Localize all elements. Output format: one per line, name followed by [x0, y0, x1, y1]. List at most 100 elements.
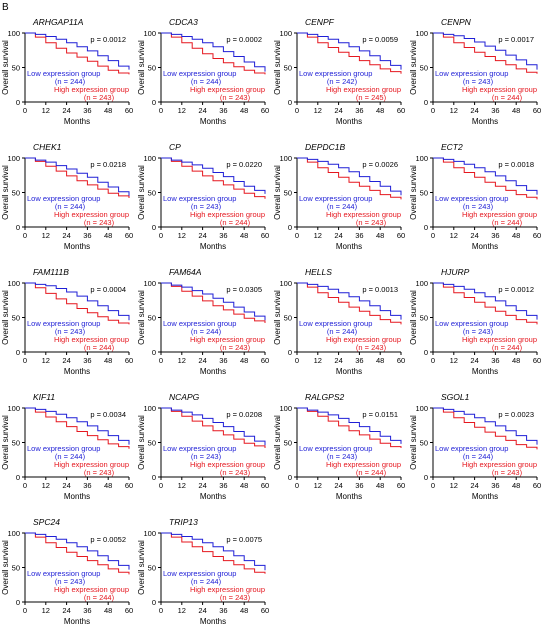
y-tick-label: 100 — [143, 529, 156, 538]
low-group-n: (n = 243) — [191, 202, 222, 211]
low-expression-curve — [161, 282, 266, 321]
y-axis-label: Overall survival — [409, 290, 418, 345]
km-panel-cdca3: CDCA3 0 50 100 0 12 24 36 48 60 Months Overall surv… — [137, 17, 269, 126]
y-tick-label: 50 — [420, 188, 428, 197]
p-value: p = 0.0002 — [226, 35, 262, 44]
x-tick-label: 48 — [240, 231, 248, 240]
x-tick-label: 24 — [62, 106, 70, 115]
p-value: p = 0.0018 — [498, 160, 534, 169]
p-value: p = 0.0075 — [226, 535, 262, 544]
high-expression-curve — [297, 282, 402, 325]
y-tick-label: 100 — [7, 154, 20, 163]
p-value: p = 0.0013 — [362, 285, 398, 294]
x-tick-label: 12 — [178, 106, 186, 115]
km-panel-hjurp: HJURP 0 50 100 0 12 24 36 48 60 Months Overall surv… — [409, 267, 541, 376]
low-expression-curve — [161, 532, 266, 571]
high-group-n: (n = 243) — [356, 343, 387, 352]
p-value: p = 0.0026 — [362, 160, 398, 169]
y-axis-label: Overall survival — [409, 40, 418, 95]
high-expression-curve — [161, 532, 266, 574]
low-expression-curve — [297, 282, 402, 320]
panel-title: KIF11 — [33, 392, 55, 402]
y-tick-label: 50 — [148, 188, 156, 197]
x-tick-label: 24 — [198, 106, 206, 115]
p-value: p = 0.0052 — [90, 535, 126, 544]
x-tick-label: 48 — [104, 106, 112, 115]
x-tick-label: 36 — [219, 356, 227, 365]
x-tick-label: 36 — [491, 481, 499, 490]
x-tick-label: 48 — [240, 356, 248, 365]
x-tick-label: 0 — [23, 231, 27, 240]
high-group-label: High expression group — [190, 460, 265, 469]
y-tick-label: 50 — [12, 438, 20, 447]
high-group-label: High expression group — [190, 85, 265, 94]
panel-title: SPC24 — [33, 517, 60, 527]
high-group-n: (n = 243) — [220, 343, 251, 352]
x-tick-label: 36 — [355, 231, 363, 240]
low-group-label: Low expression group — [299, 319, 372, 328]
y-tick-label: 50 — [284, 438, 292, 447]
high-group-label: High expression group — [54, 335, 129, 344]
low-group-n: (n = 243) — [55, 577, 86, 586]
x-axis-label: Months — [472, 492, 498, 501]
high-expression-curve — [297, 407, 402, 448]
high-group-n: (n = 243) — [220, 593, 251, 602]
p-value: p = 0.0012 — [498, 285, 534, 294]
x-tick-label: 36 — [219, 606, 227, 615]
km-panel-chek1: CHEK1 0 50 100 0 12 24 36 48 60 Months Overall surv… — [1, 142, 133, 251]
x-tick-label: 0 — [159, 231, 163, 240]
high-group-label: High expression group — [462, 460, 537, 469]
p-value: p = 0.0012 — [90, 35, 126, 44]
panel-title: CP — [169, 142, 181, 152]
x-tick-label: 36 — [219, 106, 227, 115]
x-tick-label: 60 — [533, 231, 541, 240]
y-tick-label: 50 — [148, 563, 156, 572]
x-tick-label: 36 — [491, 106, 499, 115]
high-expression-curve — [25, 157, 130, 198]
low-group-label: Low expression group — [299, 69, 372, 78]
x-tick-label: 12 — [178, 231, 186, 240]
x-axis-label: Months — [336, 367, 362, 376]
x-tick-label: 24 — [198, 606, 206, 615]
high-group-n: (n = 243) — [220, 468, 251, 477]
km-panel-cenpf: CENPF 0 50 100 0 12 24 36 48 60 Months Overall surv… — [273, 17, 405, 126]
y-axis-label: Overall survival — [273, 165, 282, 220]
x-tick-label: 36 — [83, 606, 91, 615]
high-group-n: (n = 243) — [220, 93, 251, 102]
x-tick-label: 48 — [104, 356, 112, 365]
low-group-label: Low expression group — [435, 69, 508, 78]
low-group-n: (n = 243) — [463, 202, 494, 211]
low-group-label: Low expression group — [435, 319, 508, 328]
high-expression-curve — [161, 157, 266, 199]
low-group-label: Low expression group — [27, 69, 100, 78]
low-group-label: Low expression group — [163, 194, 236, 203]
x-axis-label: Months — [200, 117, 226, 126]
km-panel-spc24: SPC24 0 50 100 0 12 24 36 48 60 Months Overall surv… — [1, 517, 133, 626]
x-tick-label: 24 — [470, 481, 478, 490]
y-tick-label: 0 — [424, 473, 428, 482]
y-tick-label: 0 — [152, 98, 156, 107]
y-tick-label: 0 — [16, 98, 20, 107]
high-expression-curve — [433, 407, 538, 450]
y-tick-label: 100 — [279, 279, 292, 288]
x-axis-label: Months — [472, 242, 498, 251]
panel-title: RALGPS2 — [305, 392, 344, 402]
km-panel-trip13: TRIP13 0 50 100 0 12 24 36 48 60 Months Overall sur… — [137, 517, 269, 626]
y-tick-label: 100 — [7, 29, 20, 38]
x-tick-label: 0 — [295, 481, 299, 490]
y-tick-label: 0 — [288, 98, 292, 107]
x-tick-label: 48 — [240, 481, 248, 490]
low-expression-curve — [25, 282, 130, 321]
x-tick-label: 0 — [159, 606, 163, 615]
km-panel-cenpn: CENPN 0 50 100 0 12 24 36 48 60 Months Overall surv… — [409, 17, 541, 126]
x-tick-label: 48 — [104, 231, 112, 240]
x-axis-label: Months — [64, 617, 90, 626]
y-tick-label: 100 — [415, 29, 428, 38]
x-tick-label: 48 — [376, 106, 384, 115]
high-expression-curve — [25, 532, 130, 575]
x-tick-label: 60 — [397, 356, 405, 365]
low-group-label: Low expression group — [163, 569, 236, 578]
y-axis-label: Overall survival — [1, 40, 10, 95]
p-value: p = 0.0004 — [90, 285, 126, 294]
x-tick-label: 60 — [533, 356, 541, 365]
